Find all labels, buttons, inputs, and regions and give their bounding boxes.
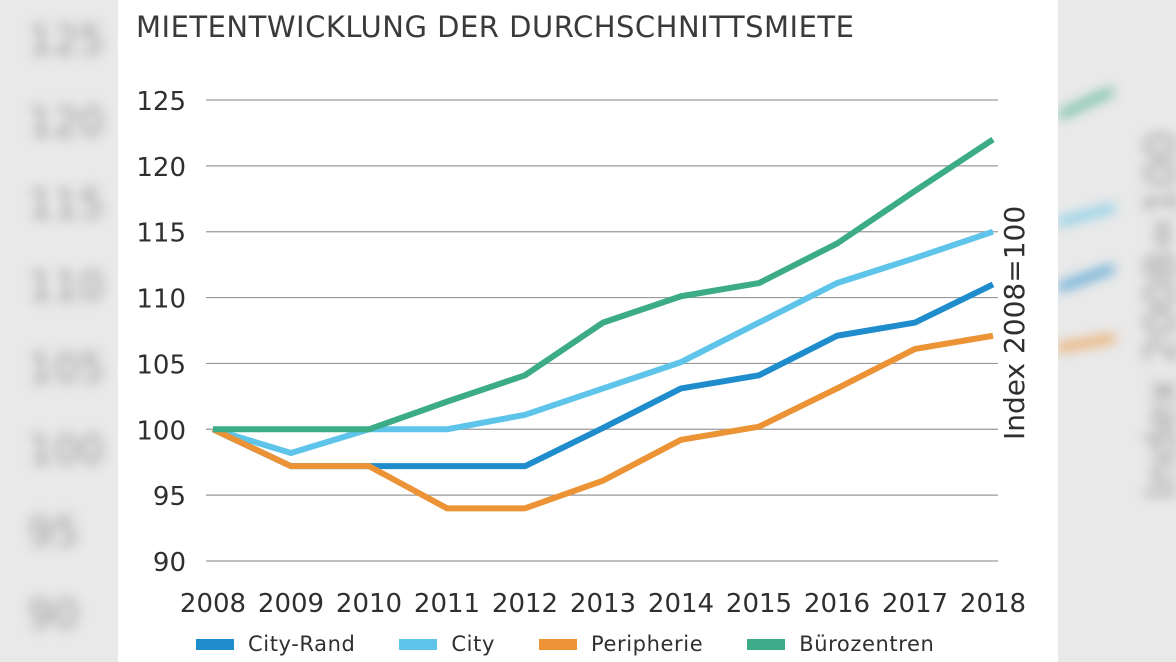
legend-item-city: City <box>399 632 495 656</box>
legend-label-peripherie: Peripherie <box>590 632 704 656</box>
x-tick-label: 2012 <box>492 589 558 619</box>
series-line-b-rozentren <box>213 137 995 433</box>
legend-item-peripherie: Peripherie <box>538 632 704 656</box>
y-tick-label: 90 <box>153 548 186 578</box>
line-chart: 90 95 100 105 110 115 120 125 2008 2009 2010 2011 2… <box>136 87 1026 619</box>
y-tick-label: 110 <box>136 285 186 315</box>
x-tick-label: 2015 <box>726 589 792 619</box>
legend-label-city-rand: City-Rand <box>248 632 356 656</box>
y-tick-label: 100 <box>136 416 186 446</box>
legend-swatch-buerozentren <box>747 638 786 650</box>
x-tick-label: 2009 <box>258 589 324 619</box>
x-tick-label: 2011 <box>414 589 480 619</box>
legend-item-buerozentren: Bürozentren <box>747 632 934 656</box>
y-tick-label: 95 <box>153 482 186 512</box>
series-line-city <box>212 228 994 456</box>
x-tick-label: 2016 <box>804 589 870 619</box>
x-tick-label: 2018 <box>960 589 1026 619</box>
x-tick-label: 2010 <box>336 589 402 619</box>
x-tick-label: 2017 <box>882 589 948 619</box>
x-tick-label: 2014 <box>648 589 714 619</box>
legend-item-city-rand: City-Rand <box>196 632 355 656</box>
legend-swatch-peripherie <box>538 638 577 650</box>
chart-card: MIETENTWICKLUNG DER DURCHSCHNITTSMIETE 9… <box>118 0 1058 662</box>
legend-swatch-city <box>399 638 438 650</box>
x-tick-label: 2008 <box>180 589 246 619</box>
series-line-peripherie <box>211 332 994 512</box>
y-axis-label: Index 2008=100 <box>998 205 1031 440</box>
y-tick-label: 105 <box>136 350 186 380</box>
x-tick-label: 2013 <box>570 589 636 619</box>
legend-swatch-city-rand <box>196 638 234 650</box>
y-tick-label: 120 <box>136 153 186 183</box>
y-tick-label: 115 <box>136 219 186 249</box>
legend-label-city: City <box>451 632 495 656</box>
legend: City-Rand City Peripherie Bürozentren <box>196 630 978 658</box>
chart-title: MIETENTWICKLUNG DER DURCHSCHNITTSMIETE <box>136 10 855 44</box>
y-tick-label: 125 <box>136 87 186 117</box>
legend-label-buerozentren: Bürozentren <box>799 632 935 656</box>
